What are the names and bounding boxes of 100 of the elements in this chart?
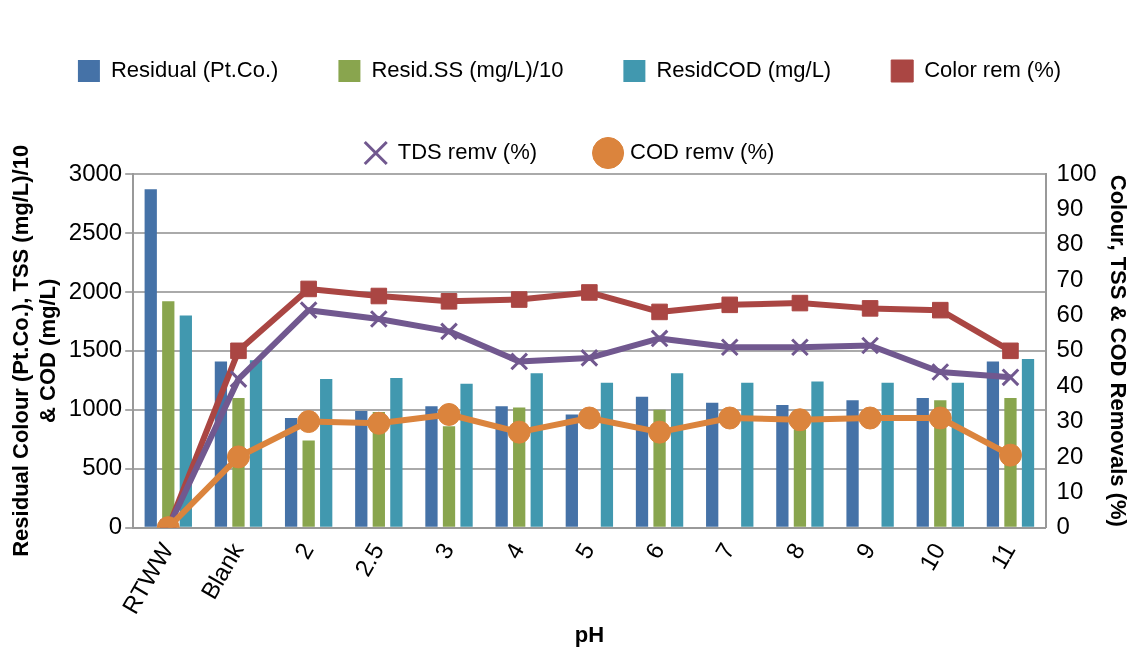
point (230, 342, 247, 360)
y2-tick-label: 50 (1056, 335, 1084, 363)
y-tick-label: 500 (82, 453, 123, 481)
point (1001, 368, 1020, 387)
point (367, 411, 391, 435)
bar (442, 426, 456, 527)
point (928, 406, 952, 430)
y-tick-label: 1500 (68, 335, 123, 363)
bar (916, 397, 929, 527)
y2-tick-label: 70 (1056, 264, 1084, 292)
point (791, 294, 809, 312)
point (788, 408, 812, 432)
bar (635, 396, 649, 527)
bar (1021, 359, 1035, 527)
point (932, 301, 949, 319)
y2-tick-label: 60 (1056, 300, 1084, 328)
y2-tick-label: 30 (1056, 406, 1084, 434)
point (580, 348, 599, 368)
point (440, 293, 458, 310)
legend-label: Resid.SS (mg/L)/10 (371, 57, 564, 83)
point (581, 284, 598, 301)
x-tick-label: 2 (288, 538, 319, 564)
point (651, 303, 668, 321)
x-tick-label: 5 (569, 538, 600, 564)
point (510, 291, 528, 308)
bar (986, 361, 1000, 527)
legend-label: Color rem (%) (924, 57, 1062, 83)
y-tick-label: 1000 (68, 394, 123, 422)
y-tick-label: 2500 (68, 217, 123, 245)
y-tick-label: 0 (108, 512, 123, 540)
point (370, 287, 388, 305)
point (998, 443, 1022, 467)
point (577, 406, 601, 430)
point (650, 329, 669, 348)
y-tick-label: 2000 (68, 276, 123, 304)
x-tick-label: 10 (913, 538, 951, 575)
point (507, 420, 531, 444)
point (229, 369, 248, 389)
x-tick-label: 4 (499, 538, 530, 564)
bar (951, 382, 964, 527)
point (648, 420, 672, 444)
point (790, 338, 810, 357)
bar (390, 377, 403, 527)
legend-label: COD remv (%) (630, 139, 775, 165)
bar (144, 189, 157, 527)
point (1002, 342, 1019, 360)
point (297, 410, 321, 434)
x-tick-label: 6 (639, 538, 670, 564)
bar (670, 373, 684, 527)
point (437, 402, 461, 426)
bar (355, 410, 368, 527)
point (226, 445, 250, 469)
point (720, 338, 740, 357)
y2-tick-label: 40 (1056, 370, 1084, 398)
point (861, 300, 879, 317)
bar (495, 406, 508, 527)
point (858, 406, 882, 430)
bar (425, 406, 438, 527)
bar (600, 382, 614, 527)
y2-tick-label: 10 (1056, 476, 1084, 504)
legend-label: Residual (Pt.Co.) (110, 57, 279, 83)
y2-tick-label: 20 (1056, 441, 1084, 469)
bar (776, 405, 789, 527)
point (369, 309, 389, 329)
point (300, 280, 317, 298)
bar (284, 418, 298, 527)
point (860, 336, 880, 355)
bar (249, 360, 263, 527)
legend-label: ResidCOD (mg/L) (656, 57, 832, 83)
point (721, 296, 739, 314)
y2-tick-label: 100 (1056, 158, 1097, 186)
bar (530, 373, 543, 527)
bar (846, 400, 859, 527)
bar (811, 381, 824, 527)
x-tick-label: 8 (779, 538, 810, 564)
y2-tick-label: 80 (1056, 229, 1084, 257)
bar (320, 379, 333, 527)
y2-tick-label: 0 (1056, 512, 1070, 540)
y2-tick-label: 90 (1056, 193, 1084, 221)
bar (706, 402, 719, 527)
point (299, 300, 318, 320)
y-axis-title: Residual Colour (Pt.Co.), TSS (mg/L)/10 & COD (mg/L) (8, 144, 60, 557)
bar (302, 440, 315, 527)
x-tick-label: 11 (984, 538, 1021, 574)
point (509, 352, 529, 371)
x-axis-title: pH (574, 621, 605, 647)
x-tick-label: 7 (709, 538, 740, 564)
legend-label: TDS remv (%) (397, 139, 538, 165)
x-tick-label: 2.5 (348, 538, 389, 581)
bar (881, 382, 894, 527)
y2-axis-title: Colour, TSS & COD Removals (%) (1105, 174, 1131, 527)
x-tick-label: 3 (429, 538, 460, 564)
x-tick-label: 9 (850, 538, 881, 564)
point (439, 322, 459, 341)
bar (460, 383, 473, 527)
y-tick-label: 3000 (68, 158, 123, 186)
point (718, 406, 742, 430)
point (931, 362, 950, 382)
bar (565, 414, 578, 527)
bar (741, 382, 754, 527)
